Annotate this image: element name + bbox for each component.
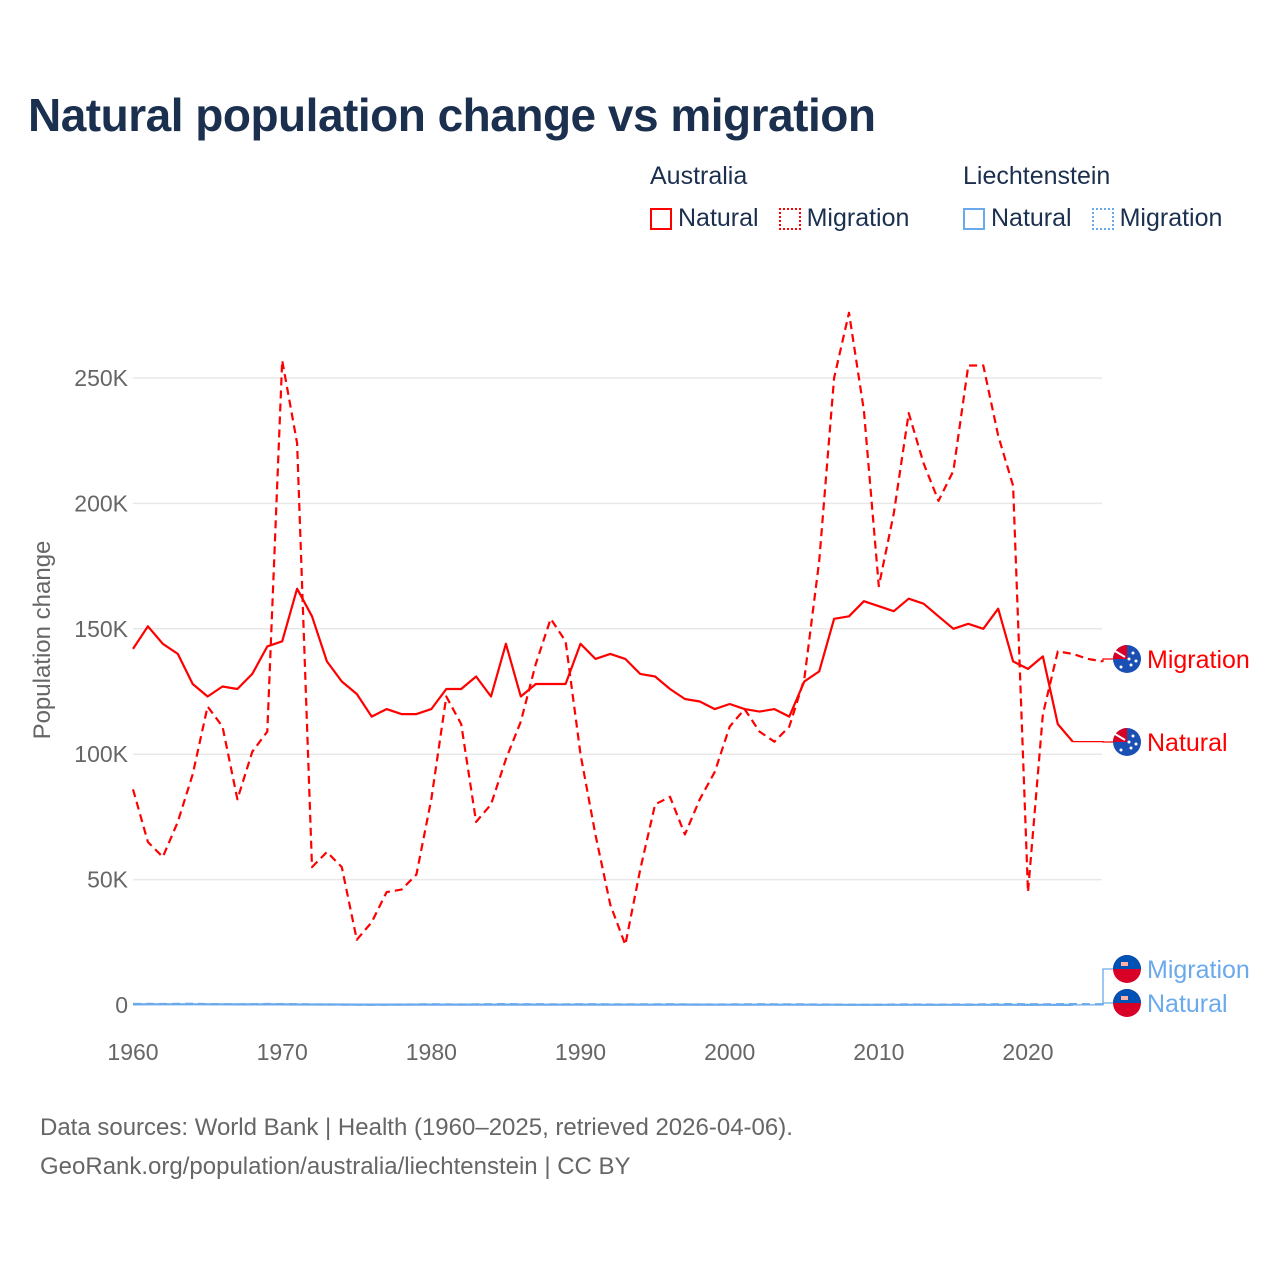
series-line-liechtenstein-migration[interactable] (132, 1002, 1103, 1006)
liechtenstein-flag-icon (1113, 955, 1141, 983)
legend-item-liechtenstein-natural[interactable]: Natural (963, 204, 1072, 233)
y-tick-label: 250K (74, 365, 128, 391)
x-tick-label: 1960 (107, 1039, 158, 1065)
end-label-australia-migration: Migration (1147, 646, 1250, 674)
x-tick-label: 1990 (555, 1039, 606, 1065)
series-line-australia-natural[interactable] (132, 587, 1074, 743)
x-tick-label: 1970 (257, 1039, 308, 1065)
australia-flag-icon (1113, 728, 1141, 756)
dotted-swatch-icon (1091, 207, 1114, 230)
y-tick-label: 50K (87, 867, 129, 893)
legend-label: Natural (678, 204, 759, 232)
y-axis-ticks: 0 50K 100K 150K 200K 250K (74, 365, 128, 1018)
end-label-liechtenstein-migration: Migration (1147, 956, 1250, 984)
y-tick-label: 150K (74, 616, 128, 642)
y-axis-label: Population change (29, 541, 56, 740)
series-lines (131, 311, 1103, 1006)
legend-group-title: Liechtenstein (963, 162, 1111, 190)
legend-item-australia-natural[interactable]: Natural (650, 204, 759, 233)
footer: Data sources: World Bank | Health (1960–… (40, 1108, 793, 1186)
solid-swatch-icon (963, 207, 985, 230)
series-line-australia-migration[interactable] (131, 311, 1103, 946)
legend-group-liechtenstein: Liechtenstein Natural Migration (963, 162, 1222, 233)
end-label-australia-natural: Natural (1147, 729, 1228, 757)
liechtenstein-flag-icon (1113, 989, 1141, 1017)
legend-label: Migration (1119, 204, 1223, 232)
label-connector (1072, 1002, 1113, 1006)
legend-item-australia-migration[interactable]: Migration (778, 204, 910, 233)
x-tick-label: 2000 (704, 1039, 755, 1065)
x-tick-label: 2020 (1002, 1039, 1053, 1065)
grid (133, 377, 1102, 881)
legend-group-australia: Australia Natural Migration (650, 162, 923, 233)
data-source-text: Data sources: World Bank | Health (1960–… (40, 1114, 793, 1141)
label-connector (1102, 658, 1113, 663)
label-connector (1102, 968, 1113, 1005)
australia-flag-icon (1113, 645, 1141, 673)
legend-item-liechtenstein-migration[interactable]: Migration (1091, 204, 1223, 233)
y-tick-label: 100K (74, 741, 128, 767)
end-label-liechtenstein-natural: Natural (1147, 990, 1228, 1018)
attribution-link[interactable]: GeoRank.org/population/australia/liechte… (40, 1153, 631, 1180)
legend-label: Natural (991, 204, 1072, 232)
solid-swatch-icon (650, 207, 672, 230)
x-tick-label: 2010 (853, 1039, 904, 1065)
chart-title: Natural population change vs migration (28, 89, 876, 141)
legend-group-title: Australia (650, 162, 748, 190)
end-labels: Natural Migration Natural Migration (1072, 645, 1250, 1018)
x-axis-ticks: 1960 1970 1980 1990 2000 2010 2020 (107, 1039, 1053, 1065)
x-tick-label: 1980 (406, 1039, 457, 1065)
dotted-swatch-icon (778, 207, 801, 230)
legend-label: Migration (806, 204, 910, 232)
y-tick-label: 200K (74, 490, 128, 516)
y-tick-label: 0 (115, 992, 128, 1018)
